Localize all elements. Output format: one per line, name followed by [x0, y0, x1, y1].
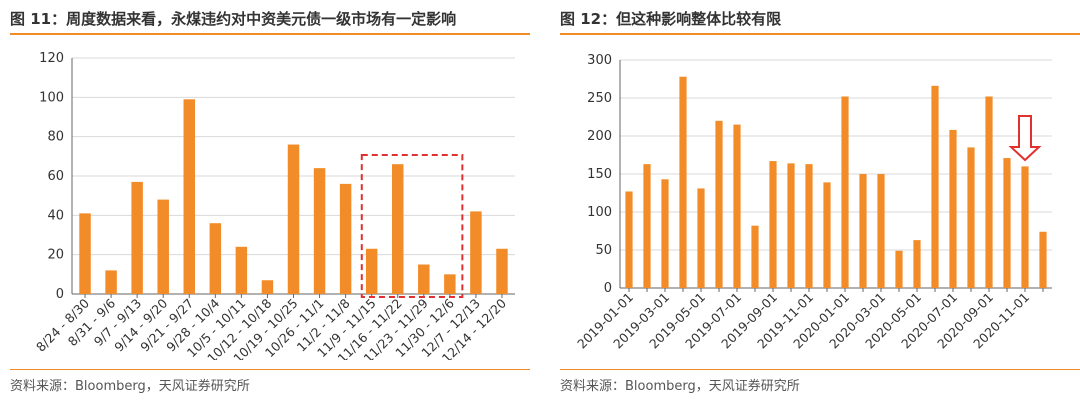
y-tick-label: 120: [39, 51, 64, 66]
bar: [913, 240, 921, 288]
bar: [444, 274, 456, 294]
bar: [967, 147, 975, 288]
down-arrow-icon: [1008, 115, 1042, 162]
bar: [1021, 166, 1029, 288]
y-tick-label: 50: [595, 243, 612, 258]
bar: [418, 264, 430, 294]
source-note: 资料来源：Bloomberg，天风证券研究所: [560, 379, 800, 394]
y-tick-label: 250: [587, 91, 612, 106]
y-tick-label: 0: [604, 281, 612, 296]
bar: [105, 270, 117, 294]
y-tick-label: 60: [47, 169, 64, 184]
y-tick-label: 20: [47, 248, 64, 263]
y-tick-label: 0: [56, 287, 64, 302]
bar: [209, 223, 222, 294]
bar: [661, 179, 669, 288]
chart-panel-left: 图 11：周度数据来看，永煤违约对中资美元债一级市场有一定影响 0 20 40 60 8…: [10, 0, 530, 402]
chart-panel-right: 图 12：但这种影响整体比较有限 0 50 100 150 200 250 300 2019-…: [560, 0, 1080, 402]
bar: [365, 248, 378, 294]
bar: [496, 248, 508, 294]
y-tick-label: 150: [587, 167, 612, 182]
bar: [931, 85, 939, 288]
bar: [877, 174, 885, 288]
source-rule: [10, 369, 530, 370]
bar: [769, 161, 777, 288]
y-tick-label: 100: [587, 205, 612, 220]
source-note: 资料来源：Bloomberg，天风证券研究所: [10, 379, 250, 394]
bar: [1003, 158, 1011, 288]
y-tick-label: 300: [587, 53, 612, 68]
bar: [313, 168, 326, 294]
title-rule: [10, 33, 530, 35]
bar: [392, 164, 404, 294]
bar: [235, 246, 248, 294]
bar: [679, 76, 687, 288]
bar: [625, 191, 633, 288]
y-tick-label: 100: [39, 90, 64, 105]
bar: [697, 188, 705, 288]
bar: [859, 174, 867, 288]
bar: [805, 164, 813, 288]
bar: [751, 225, 759, 288]
bar: [715, 120, 723, 288]
bar: [823, 182, 831, 288]
bar: [131, 181, 143, 294]
bar: [949, 129, 957, 288]
bar: [261, 280, 274, 294]
bar: [339, 183, 352, 294]
bar: [157, 199, 169, 294]
bar: [287, 144, 300, 294]
bar: [985, 96, 993, 288]
highlight-box: [360, 154, 464, 298]
title-rule: [560, 33, 1080, 35]
chart-title: 图 12：但这种影响整体比较有限: [560, 10, 782, 28]
bar: [470, 211, 482, 294]
y-tick-label: 200: [587, 129, 612, 144]
bar: [79, 213, 91, 294]
bar: [733, 124, 741, 288]
bar: [787, 163, 795, 288]
bar: [841, 96, 849, 288]
bar: [895, 250, 903, 288]
y-tick-label: 40: [47, 208, 64, 223]
y-tick-label: 80: [47, 130, 64, 145]
monthly-bar-chart: 0501001502002503002019-01-012019-03-0120…: [574, 53, 1052, 351]
bar: [183, 99, 195, 294]
bar: [1039, 231, 1047, 288]
source-rule: [560, 369, 1080, 370]
chart-title: 图 11：周度数据来看，永煤违约对中资美元债一级市场有一定影响: [10, 10, 457, 28]
bar: [643, 164, 651, 288]
